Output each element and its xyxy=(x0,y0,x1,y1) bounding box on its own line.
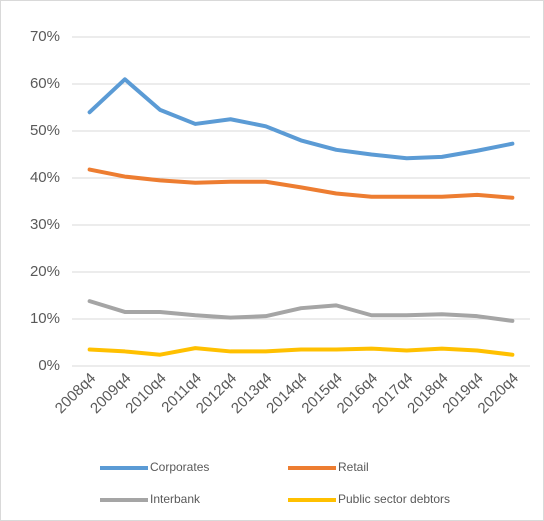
series-line xyxy=(87,167,515,200)
y-tick-label: 40% xyxy=(30,169,60,186)
series-line xyxy=(87,299,515,323)
legend-label: Public sector debtors xyxy=(338,492,450,506)
y-tick-label: 0% xyxy=(38,357,60,374)
y-tick-label: 10% xyxy=(30,310,60,327)
series-line xyxy=(87,346,515,357)
y-tick-label: 50% xyxy=(30,122,60,139)
series-line xyxy=(87,77,515,161)
y-tick-label: 20% xyxy=(30,263,60,280)
legend-label: Retail xyxy=(338,460,369,474)
y-tick-label: 30% xyxy=(30,216,60,233)
y-tick-label: 60% xyxy=(30,75,60,92)
legend-label: Corporates xyxy=(150,460,209,474)
legend-label: Interbank xyxy=(150,492,201,506)
y-tick-label: 70% xyxy=(30,28,60,45)
